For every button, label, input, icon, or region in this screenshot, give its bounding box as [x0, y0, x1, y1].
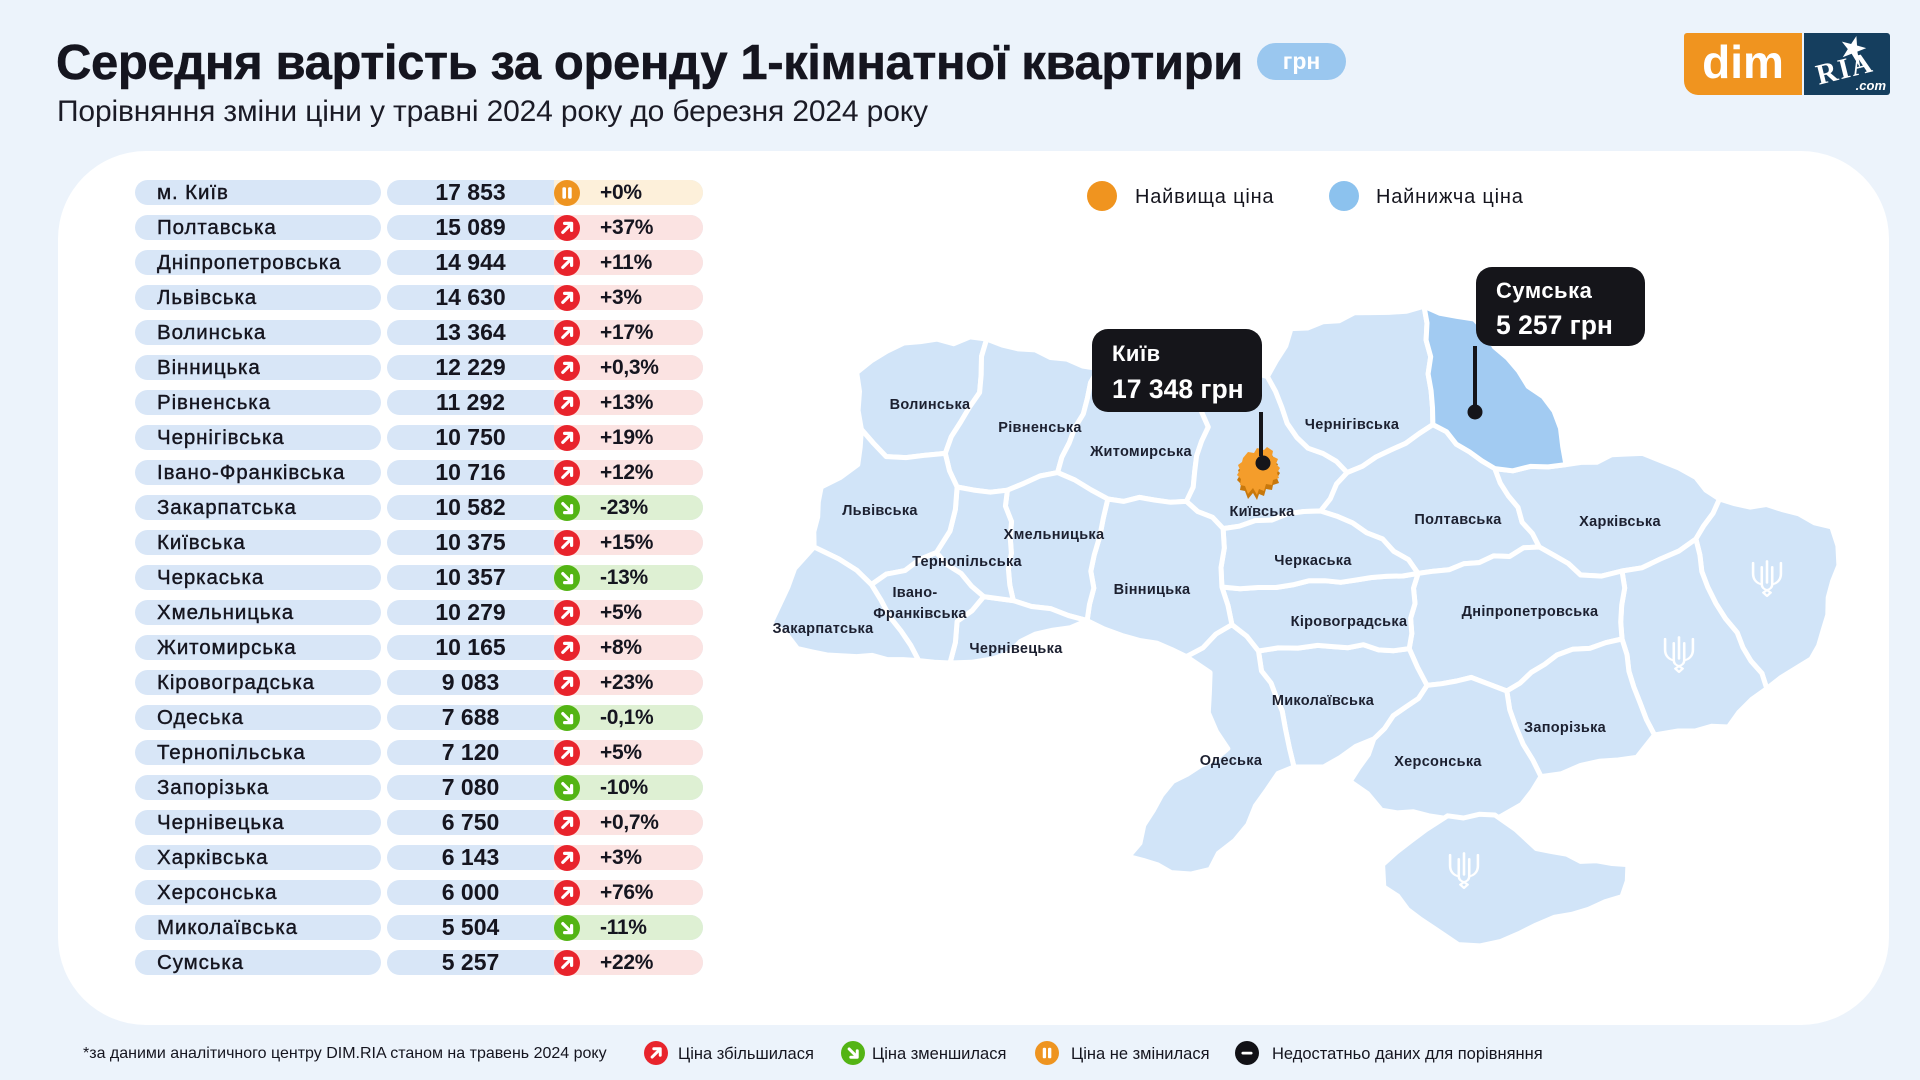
svg-text:Київ: Київ: [1112, 341, 1161, 366]
svg-text:Дніпропетровська: Дніпропетровська: [1462, 604, 1599, 620]
svg-text:Полтавська: Полтавська: [1414, 512, 1502, 528]
svg-text:Харківська: Харківська: [1579, 514, 1661, 530]
svg-text:17 348 грн: 17 348 грн: [1112, 374, 1244, 404]
svg-text:Хмельницька: Хмельницька: [1004, 527, 1105, 543]
svg-text:Івано-: Івано-: [892, 585, 937, 601]
svg-text:Чернігівська: Чернігівська: [1305, 417, 1400, 433]
svg-text:Найвища ціна: Найвища ціна: [1135, 186, 1274, 208]
svg-text:Волинська: Волинська: [890, 397, 971, 413]
svg-text:Тернопільська: Тернопільська: [912, 554, 1022, 570]
svg-text:Миколаївська: Миколаївська: [1272, 693, 1375, 709]
svg-text:5 257 грн: 5 257 грн: [1496, 310, 1613, 340]
svg-text:Сумська: Сумська: [1496, 278, 1593, 303]
svg-text:Чернівецька: Чернівецька: [969, 641, 1063, 657]
svg-text:Черкаська: Черкаська: [1274, 553, 1352, 569]
svg-text:Рівненська: Рівненська: [998, 420, 1082, 436]
svg-text:Закарпатська: Закарпатська: [773, 621, 875, 637]
svg-text:Кіровоградська: Кіровоградська: [1291, 614, 1408, 630]
svg-text:Херсонська: Херсонська: [1394, 754, 1482, 770]
svg-text:Вінницька: Вінницька: [1114, 582, 1191, 598]
svg-text:Одеська: Одеська: [1200, 753, 1263, 769]
svg-text:Київська: Київська: [1229, 504, 1295, 520]
svg-text:Запорізька: Запорізька: [1524, 720, 1607, 736]
svg-text:Франківська: Франківська: [873, 606, 967, 622]
svg-text:Найнижча ціна: Найнижча ціна: [1376, 186, 1524, 208]
svg-text:Львівська: Львівська: [842, 503, 918, 519]
svg-text:Житомирська: Житомирська: [1089, 444, 1192, 460]
